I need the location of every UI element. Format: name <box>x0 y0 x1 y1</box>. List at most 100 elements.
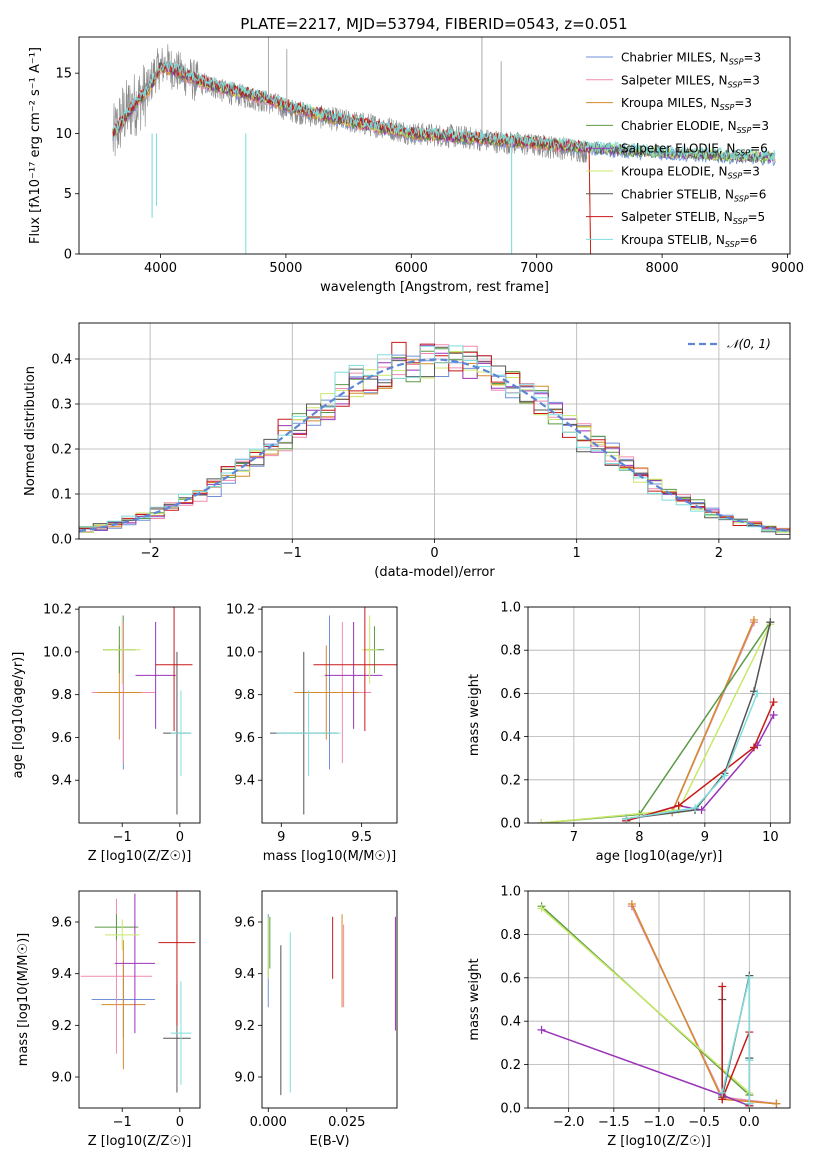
plus-marker <box>718 982 727 991</box>
plus-marker <box>622 814 631 823</box>
y-tick-label: 0.4 <box>51 353 72 368</box>
panel-6: −1 0 9.0 9.2 9.4 9.6 Z [log10(Z/Z☉)] mass [log1… <box>16 890 201 1149</box>
y-tick-label: 0.1 <box>51 488 72 503</box>
y-tick-label: 9.6 <box>51 731 72 746</box>
y-axis-label: Flux [fλ10⁻¹⁷ erg cm⁻² s⁻¹ A⁻¹] <box>28 47 43 244</box>
panel-2: −2 −1 0 1 2 0.0 0.1 0.2 0.3 0.4 (data-model)/error… <box>23 322 791 580</box>
panel-1: 4000 5000 6000 7000 8000 9000 0 5 10 15 wavelength… <box>28 36 804 295</box>
errorbars <box>267 914 396 1096</box>
x-tick-label: 0 <box>176 1115 184 1130</box>
model-spectrum-line <box>112 64 592 254</box>
y-tick-label: 0.0 <box>500 817 521 832</box>
y-tick-label: 10 <box>55 127 72 142</box>
y-axis-label: mass [log10(M/M☉)] <box>16 933 31 1066</box>
x-tick-label: 4000 <box>144 261 177 276</box>
plus-marker <box>769 711 778 719</box>
x-tick-label: −1.5 <box>598 1115 630 1130</box>
axes-frame <box>261 606 398 824</box>
plus-marker <box>766 618 775 627</box>
y-tick-label: 0.0 <box>51 533 72 548</box>
y-tick-label: 9.4 <box>51 774 72 789</box>
x-axis-label: (data-model)/error <box>374 565 495 580</box>
y-tick-label: 0.2 <box>500 773 521 788</box>
y-tick-label: 9.6 <box>51 916 72 931</box>
y-tick-label: 5 <box>64 187 72 202</box>
axes-frame <box>78 36 791 255</box>
y-tick-label: 0.0 <box>500 1102 521 1117</box>
y-axis-label: age [log10(age/yr)] <box>11 652 26 779</box>
y-axis-label: mass weight <box>467 674 482 756</box>
y-tick-label: 10.0 <box>226 645 255 660</box>
y-tick-label: 0.4 <box>500 730 521 745</box>
x-axis-label: Z [log10(Z/Z☉)] <box>88 849 192 864</box>
y-tick-label: 10.0 <box>43 645 72 660</box>
x-tick-label: 1 <box>573 546 581 561</box>
figure-title: PLATE=2217, MJD=53794, FIBERID=0543, z=0… <box>240 15 627 33</box>
plus-marker <box>749 743 758 752</box>
y-tick-label: 0 <box>64 248 72 263</box>
y-tick-label: 0.2 <box>51 443 72 458</box>
panel-7: 0.000 0.025 9.0 9.2 9.4 9.6 E(B-V) <box>234 890 398 1149</box>
y-tick-label: 9.2 <box>234 1019 255 1034</box>
panel-3: −1 0 9.4 9.6 9.8 10.0 10.2 Z [log10(Z/Z☉)] age [… <box>11 603 201 864</box>
y-tick-label: 9.6 <box>234 916 255 931</box>
x-tick-label: 0.025 <box>328 1115 365 1130</box>
plus-marker <box>674 801 683 810</box>
legend-entry: Chabrier ELODIE, NSSP=3 <box>621 119 769 135</box>
x-tick-label: 8 <box>635 830 643 845</box>
mass-weight-line <box>541 621 771 823</box>
legend-entry: Kroupa ELODIE, NSSP=3 <box>621 165 760 181</box>
plus-marker <box>772 1099 781 1108</box>
x-axis-label: E(B-V) <box>309 1134 349 1149</box>
y-tick-label: 0.6 <box>500 971 521 986</box>
panel-8: −2.0 −1.5 −1.0 −0.5 0.0 0.0 0.2 0.4 0.6 0.8 1.0 Z [… <box>467 885 791 1149</box>
mass-weight-line <box>541 907 750 1094</box>
axes-frame <box>261 890 398 1109</box>
x-axis-label: mass [log10(M/M☉)] <box>263 849 396 864</box>
mass-weight-line <box>626 621 755 820</box>
plus-marker <box>749 615 758 624</box>
y-tick-label: 10.2 <box>43 603 72 618</box>
errorbars <box>91 607 193 815</box>
spectrum-lines <box>112 37 776 254</box>
series-lines <box>537 900 781 1108</box>
x-tick-label: −1.0 <box>643 1115 675 1130</box>
normal-reference-curve <box>79 358 790 533</box>
mass-weight-line <box>541 623 771 823</box>
y-tick-label: 9.8 <box>51 688 72 703</box>
plus-marker <box>691 803 700 812</box>
y-tick-label: 10.2 <box>226 603 255 618</box>
y-tick-label: 1.0 <box>500 885 521 900</box>
y-tick-label: 0.3 <box>51 398 72 413</box>
x-tick-label: 8000 <box>646 261 679 276</box>
panel-4: 9 9.5 9.4 9.6 9.8 10.0 10.2 mass [log10(M/M☉)] <box>226 603 398 864</box>
x-axis-label: Z [log10(Z/Z☉)] <box>607 1134 711 1149</box>
legend-entry: Chabrier MILES, NSSP=3 <box>621 51 761 67</box>
plus-marker <box>718 1088 727 1097</box>
y-axis-label: mass weight <box>467 958 482 1040</box>
mass-weight-line <box>626 693 758 820</box>
y-tick-label: 0.8 <box>500 928 521 943</box>
x-tick-label: 9 <box>701 830 709 845</box>
legend-entry: 𝒩(0, 1) <box>727 337 771 351</box>
x-axis-label: Z [log10(Z/Z☉)] <box>88 1134 192 1149</box>
x-tick-label: 7000 <box>520 261 553 276</box>
x-tick-label: −2.0 <box>553 1115 585 1130</box>
x-axis-label: age [log10(age/yr)] <box>596 849 723 864</box>
y-tick-label: 9.4 <box>234 774 255 789</box>
y-tick-label: 9.4 <box>51 967 72 982</box>
legend-entry: Kroupa MILES, NSSP=3 <box>621 96 752 112</box>
y-tick-label: 0.8 <box>500 644 521 659</box>
x-tick-label: 0.000 <box>250 1115 287 1130</box>
x-tick-label: −2 <box>141 546 160 561</box>
x-tick-label: 0 <box>430 546 438 561</box>
plus-marker <box>745 973 754 982</box>
model-spectrum-line <box>112 59 776 162</box>
y-tick-label: 0.2 <box>500 1058 521 1073</box>
plus-marker <box>537 1025 546 1034</box>
y-tick-label: 1.0 <box>500 601 521 616</box>
y-tick-label: 15 <box>55 67 72 82</box>
x-tick-label: 9000 <box>771 261 804 276</box>
plus-marker <box>745 1099 754 1108</box>
